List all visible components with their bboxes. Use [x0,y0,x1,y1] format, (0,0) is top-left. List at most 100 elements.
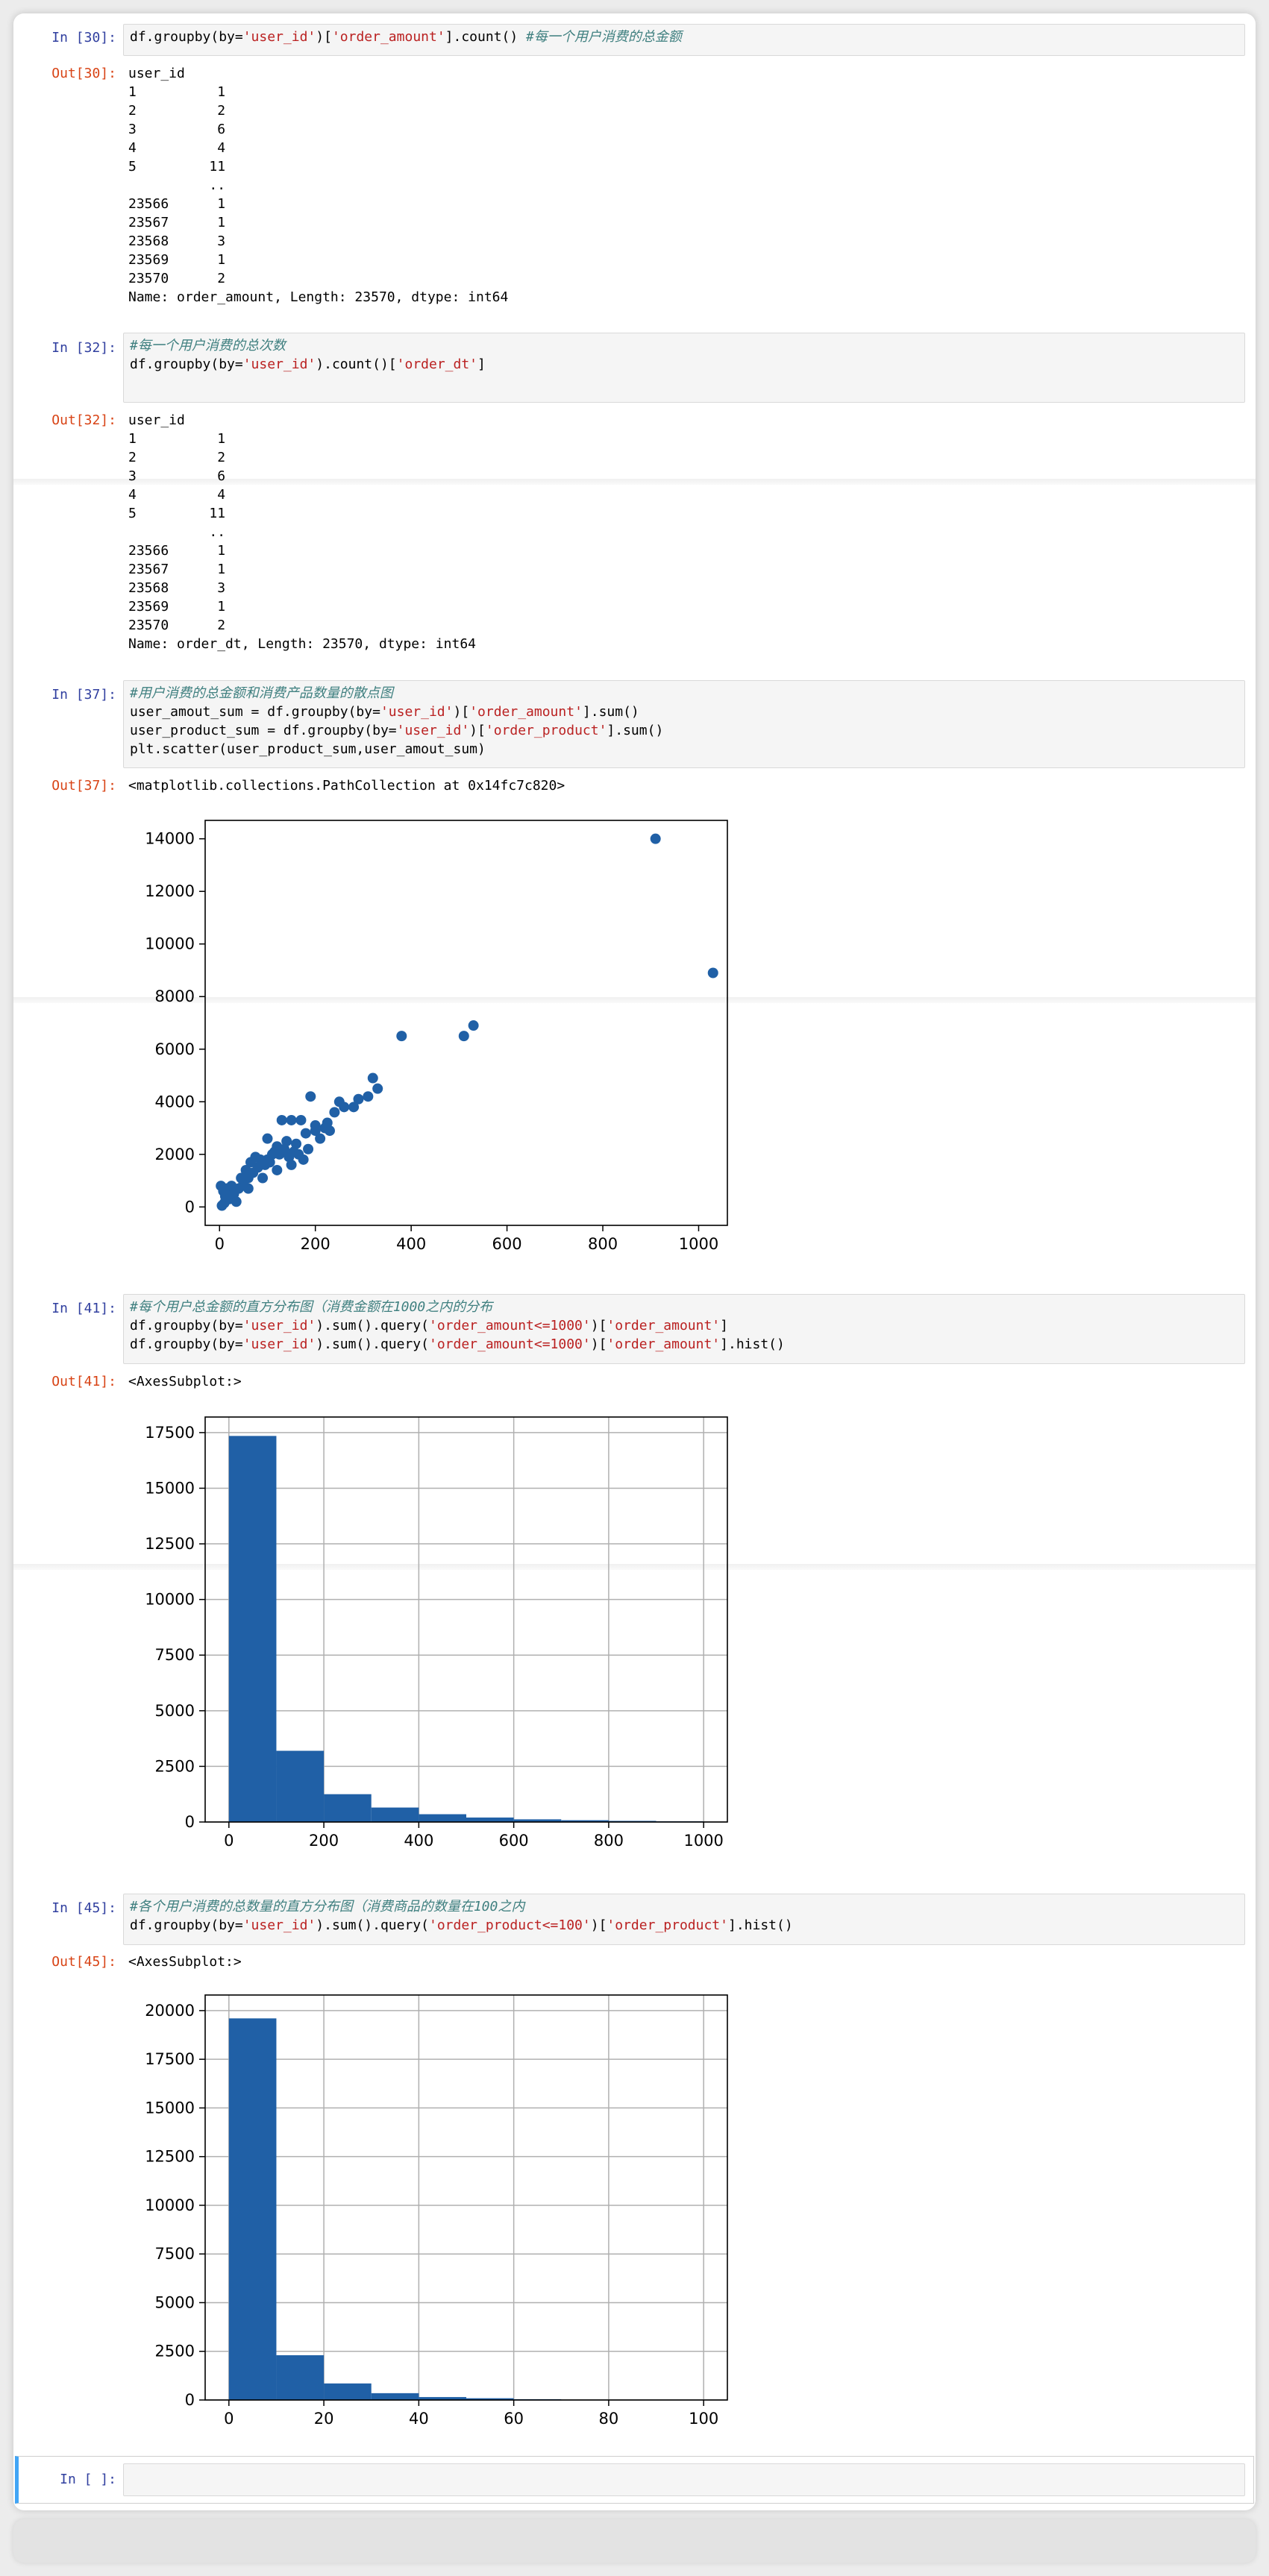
code-cell[interactable]: df.groupby(by='user_id')['order_amount']… [123,24,1245,56]
out-prompt: Out[37]: [51,778,116,794]
code-cell[interactable]: #每个用户总金额的直方分布图（消费金额在1000之内的分布 df.groupby(… [123,1294,1245,1364]
x-tick-label: 1000 [683,1832,723,1850]
output-line: 23570 2 [128,271,226,286]
x-tick-label: 20 [314,2410,334,2428]
output-line: 4 4 [128,140,226,156]
code-token: ].sum() [607,723,664,738]
code-token: )[ [590,1318,607,1333]
scatter-point [272,1164,283,1175]
output-line: <AxesSubplot:> [128,1374,242,1389]
output-line: .. [128,178,226,193]
scatter-point [348,1102,360,1113]
code-cell[interactable]: #每一个用户消费的总次数 df.groupby(by='user_id').cou… [123,333,1245,403]
output-line: 1 1 [128,431,226,447]
plot-frame [204,1994,728,2401]
y-tick-label: 2000 [155,1146,195,1163]
code-cell[interactable]: #用户消费的总金额和消费产品数量的散点图 user_amout_sum = df.… [123,680,1245,768]
histogram-chart: 0 200 400 600 800 100002500500075001000012500… [145,1416,728,1850]
scatter-point [468,1020,479,1031]
x-tick-label: 200 [301,1235,330,1253]
code-comment: #每一个用户消费的总次数 [130,338,286,354]
code-string: 'user_id' [242,29,316,45]
x-tick-label: 0 [215,1235,225,1253]
histogram-bar [276,1750,325,1822]
y-tick-label: 10000 [145,2196,195,2214]
scatter-point [650,833,661,844]
scatter-point [231,1196,242,1207]
code-token: )[ [590,1917,607,1933]
scatter-point [303,1143,314,1155]
x-tick-label: 600 [499,1832,529,1850]
output-line: .. [128,524,226,540]
x-tick-label: 60 [504,2410,524,2428]
output-line: <AxesSubplot:> [128,1954,242,1970]
scatter-point [339,1102,350,1113]
code-token: df.groupby(by= [130,356,243,372]
y-tick-label: 15000 [145,2099,195,2117]
histogram-bar [513,1819,562,1822]
scatter-chart: 0 200 400 600 800 100002000400060008000100001… [145,820,728,1253]
scatter-point [315,1133,326,1144]
y-tick-label: 0 [185,1198,195,1216]
code-string: 'order_amount' [607,1336,721,1352]
code-string: 'user_id' [242,1318,316,1333]
code-token: plt.scatter(user_product_sum,user_amout_… [130,741,486,757]
code-string: 'order_amount' [607,1318,721,1333]
code-string: 'user_id' [396,723,470,738]
code-string: 'user_id' [242,1917,316,1933]
y-tick-label: 10000 [145,935,195,953]
x-tick-label: 800 [588,1235,618,1253]
in-prompt: In [41]: [51,1301,116,1316]
output-line: 23568 3 [128,580,226,596]
y-tick-label: 5000 [155,2293,195,2311]
x-tick-label: 40 [409,2410,429,2428]
x-tick-label: 600 [492,1235,522,1253]
scatter-point [276,1114,287,1125]
scatter-point [372,1083,383,1094]
code-cell[interactable]: #各个用户消费的总数量的直方分布图（消费商品的数量在100之内 df.groupb… [123,1894,1245,1945]
output-line: 23570 2 [128,618,226,633]
code-token: ].hist() [720,1336,785,1352]
code-string: 'order_amount' [469,704,583,720]
code-token: df.groupby(by= [130,1336,243,1352]
y-tick-label: 12500 [145,1535,195,1553]
x-tick-label: 80 [599,2410,619,2428]
code-line: df.groupby(by='user_id')['order_amount']… [130,28,1238,46]
scatter-point [458,1031,469,1042]
code-token: df.groupby(by= [130,1917,243,1933]
output-line: 5 11 [128,159,226,175]
x-tick-label: 0 [224,1832,234,1850]
active-cell[interactable] [15,2456,1254,2504]
histogram-bar [324,1794,372,1822]
y-tick-label: 7500 [155,1646,195,1664]
y-tick-label: 6000 [155,1040,195,1058]
histogram-bar [419,2397,466,2400]
y-tick-label: 0 [185,2391,195,2409]
code-token: user_amout_sum = df.groupby(by= [130,704,380,720]
code-token: ] [720,1318,728,1333]
code-line: #每一个用户消费的总次数 [130,336,1238,355]
code-line: df.groupby(by='user_id').count()['order_… [130,355,1238,374]
in-prompt: In [ ]: [60,2472,116,2487]
output-line: 1 1 [128,84,226,100]
code-line: plt.scatter(user_product_sum,user_amout_… [130,740,1238,758]
scatter-point [262,1133,273,1144]
scatter-point [298,1154,309,1165]
code-comment: #每个用户总金额的直方分布图（消费金额在1000之内的分布 [130,1299,493,1315]
code-token: ].sum() [582,704,639,720]
x-tick-label: 400 [404,1832,433,1850]
scatter-point [291,1138,302,1149]
cell-output: user_id 1 1 2 2 3 6 4 4 5 11 .. 23566 1 23567 1… [128,411,476,653]
page-seam [13,479,1256,485]
histogram-bar [371,2393,419,2400]
out-prompt: Out[45]: [51,1954,116,1970]
code-line: user_amout_sum = df.groupby(by='user_id'… [130,703,1238,721]
notebook-panel [13,13,1256,2510]
output-line: user_id [128,66,185,81]
empty-code-input[interactable] [123,2463,1245,2496]
code-line: df.groupby(by='user_id').sum().query('or… [130,1316,1238,1335]
y-tick-label: 14000 [145,830,195,848]
cell-output: <AxesSubplot:> [128,1372,242,1391]
scatter-point [236,1172,247,1184]
scatter-point [242,1183,254,1194]
